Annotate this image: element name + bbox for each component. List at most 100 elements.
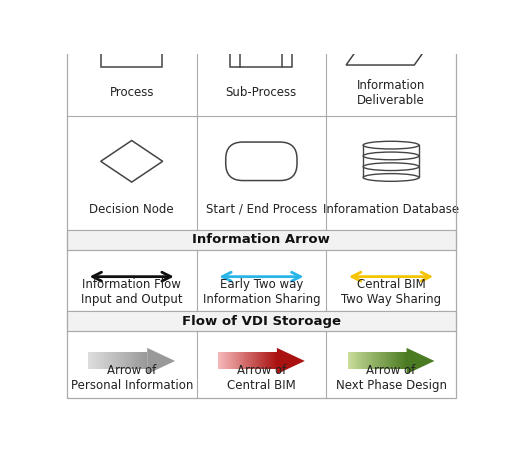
Bar	[263, 353, 264, 369]
Bar	[130, 353, 131, 369]
Bar	[259, 353, 260, 369]
Bar	[225, 353, 227, 369]
Bar	[134, 353, 135, 369]
Polygon shape	[147, 348, 175, 374]
Bar	[262, 353, 263, 369]
Bar	[355, 353, 356, 369]
Bar	[385, 353, 386, 369]
Bar	[118, 353, 119, 369]
Bar	[388, 353, 389, 369]
Ellipse shape	[362, 152, 418, 160]
Bar	[255, 353, 256, 369]
Bar	[357, 353, 358, 369]
Bar	[369, 353, 370, 369]
Bar	[258, 353, 259, 369]
Bar	[356, 353, 357, 369]
Bar	[104, 353, 105, 369]
Bar	[135, 353, 136, 369]
Bar	[97, 353, 98, 369]
Bar	[144, 353, 145, 369]
Bar	[239, 353, 240, 369]
Bar	[119, 353, 120, 369]
Bar	[141, 353, 142, 369]
Bar	[394, 353, 395, 369]
Bar	[102, 353, 103, 369]
Bar	[248, 353, 249, 369]
Bar	[126, 353, 127, 369]
Bar	[374, 353, 375, 369]
Bar	[244, 353, 245, 369]
Bar	[350, 353, 351, 369]
Bar	[67, 311, 455, 331]
Bar	[234, 353, 235, 369]
Bar	[220, 353, 221, 369]
Bar	[128, 353, 129, 369]
Text: Inforamation Database: Inforamation Database	[322, 202, 458, 216]
Bar	[349, 353, 350, 369]
Bar	[352, 353, 353, 369]
Bar	[224, 353, 225, 369]
Bar	[222, 353, 223, 369]
Text: Early Two way
Information Sharing: Early Two way Information Sharing	[202, 277, 320, 306]
Text: Information
Deliverable: Information Deliverable	[356, 79, 425, 107]
Bar	[399, 353, 400, 369]
Bar	[115, 353, 116, 369]
Bar	[261, 353, 262, 369]
Bar	[396, 353, 397, 369]
Bar	[129, 353, 130, 369]
Bar	[146, 353, 147, 369]
Text: Arrow of
Next Phase Design: Arrow of Next Phase Design	[335, 364, 446, 392]
Bar	[232, 353, 233, 369]
Bar	[67, 0, 455, 2]
Bar	[120, 353, 121, 369]
Bar	[122, 353, 123, 369]
Bar	[404, 353, 405, 369]
Bar	[251, 353, 252, 369]
Bar	[236, 353, 237, 369]
Bar	[273, 353, 274, 369]
Text: Sub-Process: Sub-Process	[225, 87, 296, 99]
Bar	[376, 353, 377, 369]
Bar	[265, 353, 266, 369]
Bar	[391, 353, 392, 369]
Bar	[88, 353, 89, 369]
Bar	[67, 230, 455, 250]
Bar	[245, 353, 246, 369]
Bar	[275, 353, 276, 369]
Bar	[103, 353, 104, 369]
Bar	[109, 353, 110, 369]
Bar	[250, 353, 251, 369]
Bar	[114, 353, 115, 369]
Bar	[136, 353, 137, 369]
Bar	[116, 353, 117, 369]
Bar	[221, 353, 222, 369]
Bar	[100, 353, 101, 369]
Bar	[218, 353, 219, 369]
Bar	[67, 331, 455, 398]
Bar	[393, 353, 394, 369]
Bar	[133, 353, 134, 369]
Bar	[380, 353, 381, 369]
Bar	[395, 353, 396, 369]
Bar	[145, 353, 146, 369]
Bar	[364, 353, 365, 369]
Bar	[228, 353, 229, 369]
Bar	[271, 353, 272, 369]
Bar	[139, 353, 140, 369]
Bar	[387, 353, 388, 369]
Bar	[96, 353, 97, 369]
Bar	[266, 353, 267, 369]
Ellipse shape	[362, 163, 418, 170]
Text: Central BIM
Two Way Sharing: Central BIM Two Way Sharing	[341, 277, 440, 306]
Text: Arrow of
Central BIM: Arrow of Central BIM	[227, 364, 295, 392]
Text: Information Arrow: Information Arrow	[192, 233, 330, 246]
Bar	[254, 353, 255, 369]
Ellipse shape	[362, 174, 418, 181]
Bar	[92, 353, 93, 369]
Bar	[95, 353, 96, 369]
Bar	[390, 353, 391, 369]
Bar	[217, 353, 218, 369]
Bar	[229, 353, 230, 369]
Bar	[117, 353, 118, 369]
Bar	[110, 353, 111, 369]
